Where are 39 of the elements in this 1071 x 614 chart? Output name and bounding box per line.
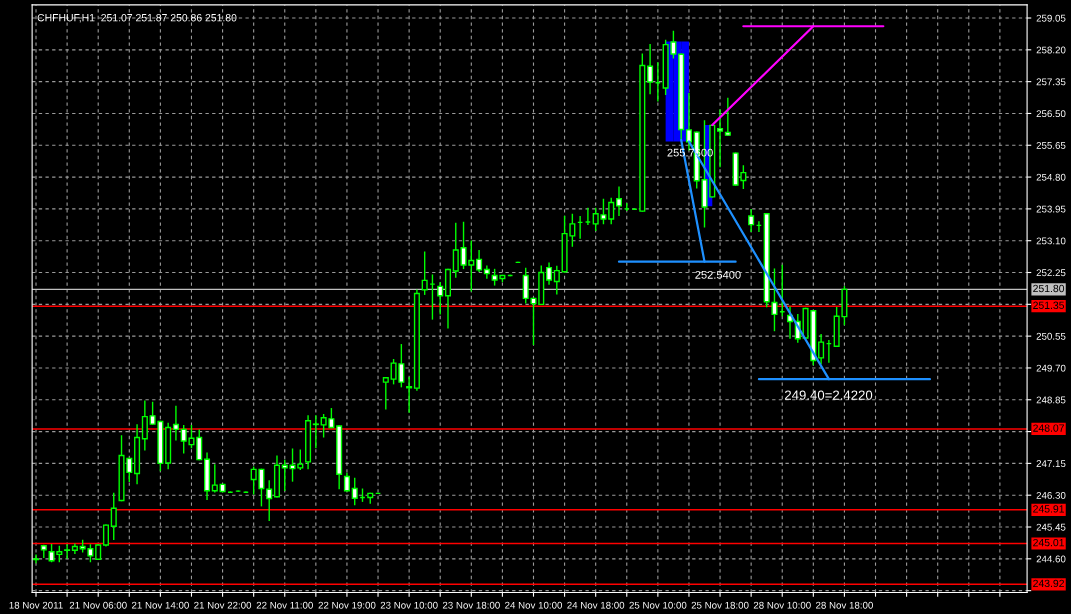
x-tick-label: 28 Nov 10:00	[753, 601, 811, 609]
x-tick-label: 28 Nov 18:00	[815, 601, 873, 609]
y-tick-label: 253.10	[1036, 237, 1066, 245]
x-tick-label: 25 Nov 10:00	[629, 601, 687, 609]
y-tick-label: 256.50	[1036, 110, 1066, 118]
ref-line-label: 248.07	[1033, 424, 1064, 432]
y-tick-label: 244.60	[1036, 555, 1066, 563]
annotation: 249.40=2.4220	[784, 390, 873, 400]
ref-line-label: 245.01	[1033, 538, 1064, 547]
ref-line-label: 243.92	[1033, 579, 1064, 588]
y-tick-label: 257.35	[1036, 78, 1066, 86]
y-tick-label: 255.65	[1036, 142, 1066, 149]
ref-line-label: 251.35	[1033, 301, 1065, 309]
y-tick-label: 253.95	[1036, 205, 1066, 213]
x-tick-label: 21 Nov 14:00	[131, 601, 189, 609]
x-tick-label: 23 Nov 18:00	[442, 601, 500, 609]
x-tick-label: 21 Nov 22:00	[194, 601, 252, 609]
x-tick-label: 22 Nov 11:00	[256, 601, 313, 609]
y-tick-label: 248.85	[1036, 396, 1066, 404]
y-tick-label: 247.15	[1036, 460, 1066, 468]
x-tick-label: 22 Nov 19:00	[318, 601, 376, 609]
annotation: 252.5400	[695, 270, 741, 279]
x-tick-label: 24 Nov 10:00	[505, 601, 563, 609]
y-tick-label: 254.80	[1036, 173, 1066, 181]
x-tick-label: 23 Nov 10:00	[380, 601, 438, 609]
y-tick-label: 249.70	[1036, 364, 1066, 372]
y-tick-label: 259.05	[1036, 14, 1066, 22]
text: CHFHUF,H1 251.07 251.87 250.86 251.80	[37, 14, 237, 23]
ref-line-label: 251.80	[1033, 284, 1065, 293]
x-tick-label: 21 Nov 06:00	[69, 601, 127, 609]
y-tick-label: 258.20	[1036, 46, 1066, 54]
x-tick-label: 24 Nov 18:00	[567, 601, 625, 609]
y-tick-label: 245.45	[1036, 523, 1066, 531]
y-tick-label: 252.25	[1036, 269, 1066, 277]
y-tick-label: 250.55	[1036, 332, 1066, 340]
y-tick-label: 246.30	[1036, 491, 1066, 499]
x-tick-label: 18 Nov 2011	[9, 601, 63, 609]
x-tick-label: 25 Nov 18:00	[691, 601, 749, 609]
ref-line-label: 245.91	[1033, 505, 1064, 513]
